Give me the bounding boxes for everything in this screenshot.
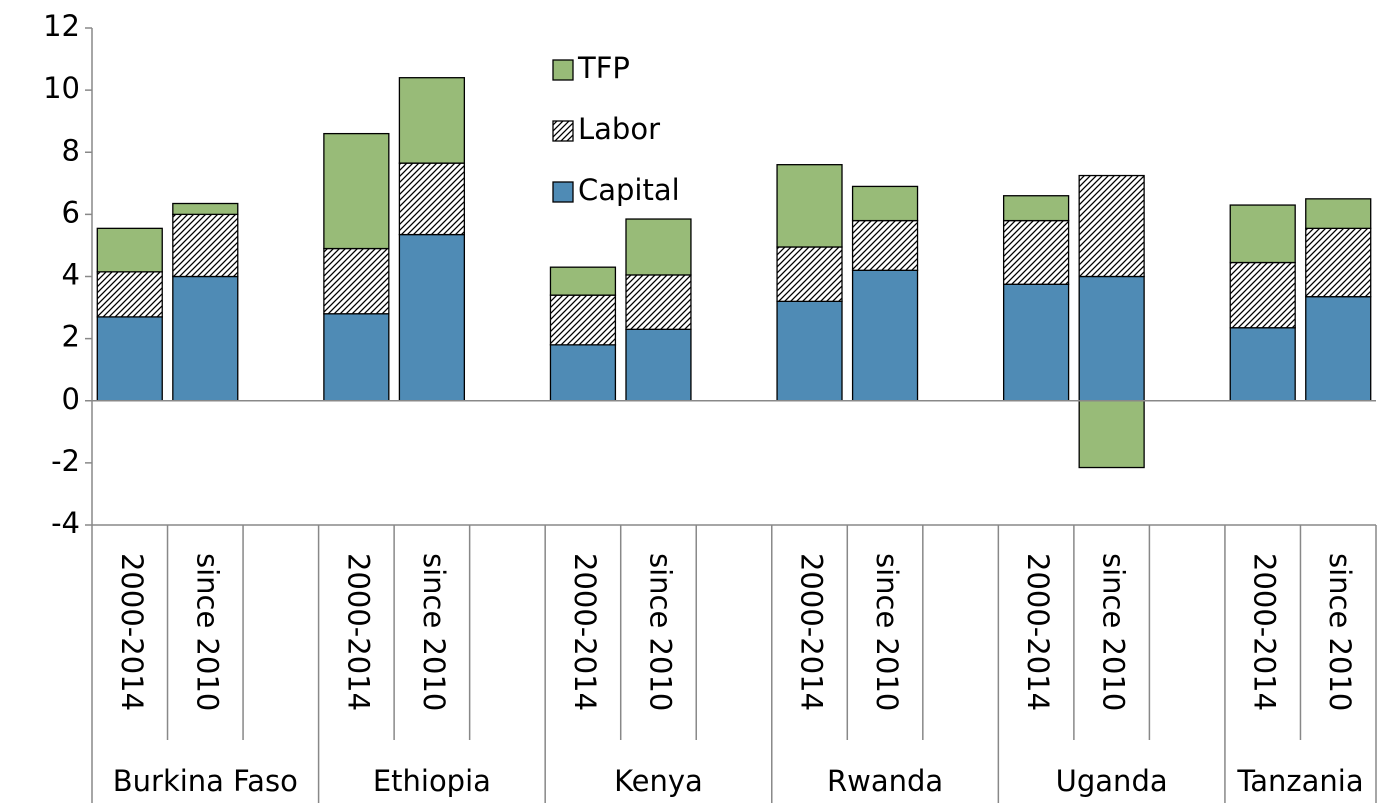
bar-segment	[851, 219, 919, 271]
legend-label: TFP	[577, 51, 630, 85]
x-tick-label: 2000-2014	[568, 553, 602, 711]
bar-segment	[1229, 327, 1296, 402]
bar-segment	[1002, 219, 1070, 285]
group-label: Kenya	[614, 764, 703, 798]
bar-segment	[172, 275, 239, 402]
bar-segment	[625, 218, 692, 276]
y-tick-label: 6	[62, 195, 80, 229]
y-tick-label: -4	[51, 506, 80, 540]
bar-segment	[1229, 204, 1296, 264]
bar-segment	[1002, 283, 1070, 402]
x-tick-label: since 2010	[1323, 553, 1357, 711]
legend-label: Labor	[578, 112, 660, 146]
bar-segment	[1078, 275, 1145, 402]
bar-segment	[323, 247, 390, 315]
y-tick-label: 0	[62, 382, 80, 416]
bar-segment	[96, 316, 163, 402]
y-tick-label: 8	[62, 133, 80, 167]
y-tick-label: 12	[43, 9, 80, 43]
bar-segment	[323, 132, 390, 250]
x-tick-label: 2000-2014	[115, 553, 149, 711]
bar-segment	[625, 274, 692, 330]
bar-segment	[851, 269, 919, 402]
group-label: Burkina Faso	[113, 764, 298, 798]
bar-segment	[172, 202, 239, 216]
bar-segment	[549, 266, 617, 296]
y-tick-label: -2	[51, 444, 80, 478]
bar-segment	[398, 162, 466, 236]
group-label: Tanzania	[1236, 764, 1363, 798]
bar-segment	[398, 233, 466, 402]
y-tick-label: 4	[62, 258, 80, 292]
x-tick-label: since 2010	[1097, 553, 1131, 711]
x-tick-label: 2000-2014	[1248, 553, 1282, 711]
bar-segment	[549, 294, 617, 346]
bar-segment	[851, 185, 919, 222]
bar-segment	[1078, 174, 1145, 278]
legend-swatch	[552, 120, 574, 142]
y-tick-label: 2	[62, 320, 80, 354]
bar-segment	[1305, 227, 1372, 298]
bar-segment	[96, 271, 163, 318]
x-tick-label: since 2010	[643, 553, 677, 711]
bar-segment	[96, 227, 163, 273]
x-tick-label: 2000-2014	[795, 553, 829, 711]
bar-segment	[1305, 198, 1372, 230]
x-tick-label: since 2010	[190, 553, 224, 711]
group-label: Rwanda	[827, 764, 943, 798]
bar-segment	[1002, 195, 1070, 222]
bar-segment	[1229, 261, 1296, 329]
bar-segment	[323, 313, 390, 402]
x-tick-label: since 2010	[870, 553, 904, 711]
legend-swatch	[552, 59, 574, 81]
bar-segment	[398, 77, 466, 164]
bar-segment	[549, 344, 617, 402]
group-label: Ethiopia	[373, 764, 491, 798]
bar-segment	[1078, 400, 1145, 469]
bar-segment	[776, 246, 843, 303]
bar-segment	[776, 300, 843, 402]
bar-segment	[172, 213, 239, 278]
legend-label: Capital	[578, 173, 680, 207]
bar-segment	[776, 164, 843, 248]
x-tick-label: 2000-2014	[1021, 553, 1055, 711]
x-tick-label: since 2010	[417, 553, 451, 711]
group-label: Uganda	[1056, 764, 1168, 798]
legend-swatch	[552, 181, 574, 203]
bar-segment	[1305, 296, 1372, 402]
bar-segment	[625, 328, 692, 402]
x-tick-label: 2000-2014	[341, 553, 375, 711]
y-tick-label: 10	[43, 71, 80, 105]
